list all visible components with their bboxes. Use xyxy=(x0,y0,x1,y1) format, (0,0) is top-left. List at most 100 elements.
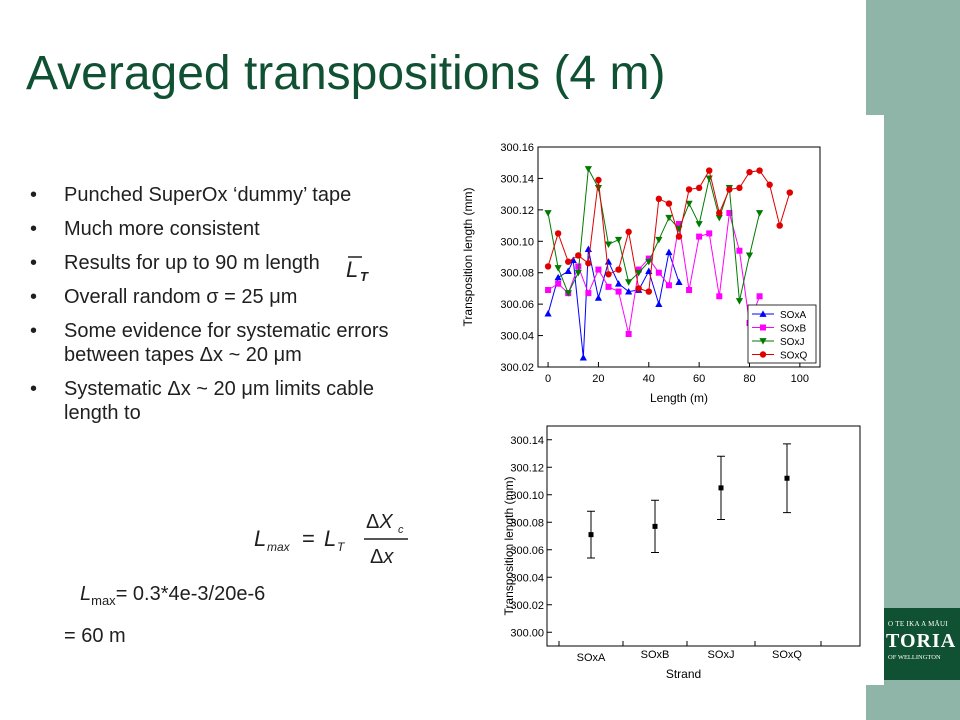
y-tick-label: 300.02 xyxy=(510,600,544,612)
series-line xyxy=(547,212,761,335)
bullet-marker: • xyxy=(30,378,38,400)
data-point xyxy=(595,266,602,273)
bullet-text: Results for up to 90 m length xyxy=(64,252,320,274)
data-point xyxy=(665,200,673,207)
data-point xyxy=(625,331,632,337)
data-point xyxy=(574,269,582,277)
y-tick-label: 300.12 xyxy=(500,205,534,217)
lmax-calculation: Lmax= 0.3*4e-3/20e-6 xyxy=(80,583,265,608)
legend-marker xyxy=(759,351,767,358)
svg-text:c: c xyxy=(398,524,404,536)
legend-marker xyxy=(759,310,767,317)
data-point xyxy=(564,267,572,275)
university-logo: O TE IKA A MĀUI TORIA OF WELLINGTON xyxy=(884,608,960,680)
data-point xyxy=(625,279,633,286)
strand-point-SOxQ xyxy=(783,443,791,514)
data-point xyxy=(736,184,743,192)
data-point xyxy=(706,230,713,237)
data-point xyxy=(605,271,612,278)
legend-label: SOxJ xyxy=(780,337,804,348)
data-point xyxy=(718,485,724,491)
bullet-marker: • xyxy=(30,252,38,274)
legend-marker xyxy=(760,324,766,331)
data-point xyxy=(695,221,703,228)
data-point xyxy=(665,282,672,289)
y-tick-label: 300.14 xyxy=(510,435,544,447)
data-point xyxy=(635,269,643,277)
logo-line2: TORIA xyxy=(886,630,957,652)
data-point xyxy=(745,252,754,260)
data-point xyxy=(584,166,592,173)
data-point xyxy=(645,258,653,266)
lt-symbol: L T xyxy=(346,256,369,284)
series-SOxQ xyxy=(544,167,793,295)
svg-text:L: L xyxy=(346,257,358,282)
data-point xyxy=(569,256,577,264)
data-point xyxy=(676,221,682,227)
data-point xyxy=(755,210,764,217)
data-point xyxy=(695,184,703,192)
data-point xyxy=(544,309,552,317)
data-point xyxy=(786,189,793,196)
sidebar-gap xyxy=(866,115,884,685)
data-point xyxy=(594,294,603,301)
data-point xyxy=(625,228,632,236)
y-tick-label: 300.06 xyxy=(510,545,544,557)
bullet-item: • Some evidence for systematic errors bet… xyxy=(30,319,420,367)
data-point xyxy=(625,287,633,295)
bullet-marker: • xyxy=(30,320,38,342)
data-point xyxy=(652,523,658,529)
logo-line1: O TE IKA A MĀUI xyxy=(888,620,948,628)
bullet-marker: • xyxy=(30,218,38,240)
lmax-expression: = 0.3*4e-3/20e-6 xyxy=(115,583,266,605)
svg-text:max: max xyxy=(267,540,291,554)
data-point xyxy=(784,475,790,481)
bullet-text: Much more consistent xyxy=(64,218,260,240)
data-point xyxy=(766,181,773,188)
legend-label: SOxA xyxy=(780,310,806,321)
strand-point-SOxB xyxy=(651,499,659,553)
legend-label: SOxB xyxy=(780,324,806,335)
svg-text:ΔX: ΔX xyxy=(366,511,393,533)
x-axis-label: Strand xyxy=(666,667,701,681)
bullet-item: • Much more consistent xyxy=(30,217,420,241)
svg-text:=: = xyxy=(302,526,315,551)
data-point xyxy=(726,210,733,216)
x-tick-label: SOxQ xyxy=(772,649,802,661)
bullet-item: • Punched SuperOx ‘dummy’ tape xyxy=(30,183,420,207)
data-point xyxy=(645,255,652,262)
lmax-subscript: max xyxy=(91,593,116,608)
data-point xyxy=(686,287,693,293)
x-tick-label: SOxB xyxy=(641,649,670,661)
data-point xyxy=(706,167,713,174)
transposition-by-strand-chart: 300.00 300.02 300.04 300.06 300.08 300.10 300.… xyxy=(502,425,861,681)
bullet-item: • Results for up to 90 m length xyxy=(30,251,420,275)
x-tick-label: 60 xyxy=(693,373,705,385)
data-point xyxy=(756,293,763,300)
data-point xyxy=(735,298,744,305)
data-point xyxy=(645,288,652,295)
data-point xyxy=(575,263,582,270)
svg-text:L: L xyxy=(324,526,336,551)
x-tick-label: 20 xyxy=(592,373,604,385)
bullet-marker: • xyxy=(30,184,38,206)
data-point xyxy=(665,214,673,222)
data-point xyxy=(604,258,613,265)
x-tick-label: 0 xyxy=(545,373,551,385)
legend-label: SOxQ xyxy=(780,351,807,362)
bullet-marker: • xyxy=(30,286,38,308)
legend-marker xyxy=(759,338,767,345)
y-tick-label: 300.06 xyxy=(500,299,534,311)
data-point xyxy=(655,195,663,203)
data-point xyxy=(605,283,612,290)
data-point xyxy=(776,222,783,229)
data-point xyxy=(585,290,592,297)
data-point xyxy=(575,252,582,259)
data-point xyxy=(696,233,703,240)
y-tick-label: 300.10 xyxy=(510,490,544,502)
data-point xyxy=(544,263,552,270)
data-point xyxy=(675,278,683,286)
data-point xyxy=(585,260,592,267)
data-point xyxy=(615,288,622,295)
x-tick-label: SOxJ xyxy=(708,649,735,661)
